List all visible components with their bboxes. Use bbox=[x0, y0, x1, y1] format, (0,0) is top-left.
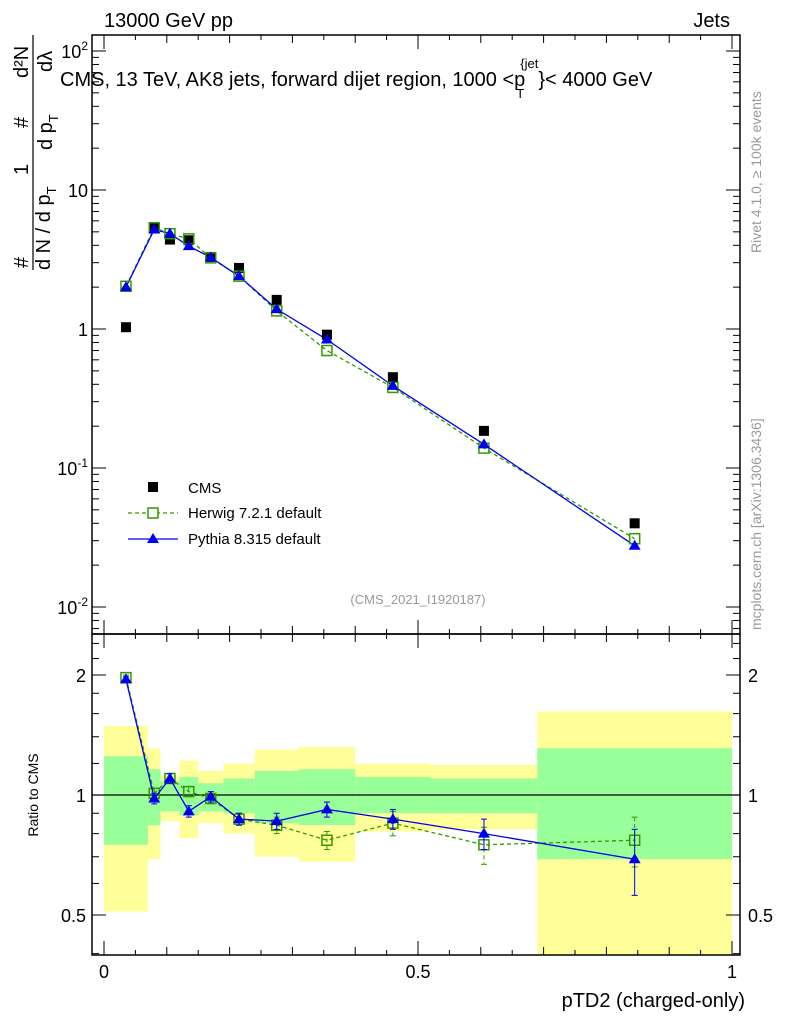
ratio-y-tick-label-right: 1 bbox=[748, 786, 758, 806]
ratio-y-tick-label: 2 bbox=[76, 666, 86, 686]
pythia-point bbox=[204, 251, 217, 262]
ratio-point-herwig bbox=[183, 785, 195, 798]
ratio-point-pythia bbox=[386, 813, 399, 824]
ratio-point-herwig bbox=[321, 834, 333, 846]
pythia-point bbox=[477, 438, 490, 449]
pythia-point bbox=[182, 240, 195, 251]
ratio-point-pythia bbox=[233, 813, 246, 824]
y-tick-label: 10-2 bbox=[57, 595, 88, 618]
cms-point bbox=[478, 425, 489, 436]
ratio-point-pythia bbox=[182, 805, 195, 816]
data-marks bbox=[119, 222, 641, 896]
y-tick-label: 10 bbox=[68, 181, 88, 201]
ratio-point-pythia bbox=[320, 803, 333, 814]
cms-point bbox=[164, 234, 175, 245]
x-tick-label: 0 bbox=[99, 962, 109, 982]
legend-herwig-label: Herwig 7.2.1 default bbox=[188, 505, 322, 522]
axes: 0 0.5 1 10-2 10-1 1 10 102 0.5 0.5 1 1 2 2 bbox=[57, 34, 773, 982]
ylabel-d2n: d²N bbox=[11, 46, 33, 78]
ylabel-hash2: # bbox=[11, 116, 33, 128]
plot-title: CMS, 13 TeV, AK8 jets, forward dijet reg… bbox=[60, 56, 653, 101]
ylabel-hash: # bbox=[11, 256, 33, 268]
x-tick-label: 0.5 bbox=[405, 962, 430, 982]
ratio-point-pythia bbox=[270, 815, 283, 826]
ratio-ylabel: Ratio to CMS bbox=[25, 753, 41, 836]
legend: CMS Herwig 7.2.1 default Pythia 8.315 de… bbox=[128, 480, 322, 548]
pythia-point bbox=[628, 539, 641, 550]
ratio-y-tick-label-right: 0.5 bbox=[748, 906, 773, 926]
x-axis-label: pTD2 (charged-only) bbox=[562, 990, 745, 1012]
ratio-point-pythia bbox=[148, 792, 161, 803]
y-axis-label-top: 1 d N / d pT # d pT dλ d²N # bbox=[11, 35, 61, 270]
pythia-point bbox=[270, 303, 283, 314]
y-tick-label: 10-1 bbox=[57, 456, 88, 479]
pythia-point bbox=[119, 281, 132, 292]
pythia-point bbox=[233, 270, 246, 281]
ylabel-dpt: d pT bbox=[35, 114, 61, 150]
ratio-point-pythia bbox=[477, 827, 490, 838]
cms-point bbox=[387, 372, 398, 383]
watermark: (CMS_2021_I1920187) bbox=[350, 592, 485, 607]
cms-point bbox=[271, 294, 282, 305]
ratio-y-tick-label-right: 2 bbox=[748, 666, 758, 686]
legend-pythia-label: Pythia 8.315 default bbox=[188, 531, 321, 548]
ratio-y-tick-label: 0.5 bbox=[61, 906, 86, 926]
ylabel-den: d N / d pT bbox=[33, 186, 59, 270]
rivet-label: Rivet 4.1.0, ≥ 100k events bbox=[748, 91, 764, 253]
band-inner-bin bbox=[223, 778, 255, 814]
legend-cms-label: CMS bbox=[188, 480, 221, 497]
header-right: Jets bbox=[693, 10, 730, 32]
top-line-pythia bbox=[125, 228, 636, 547]
header-left: 13000 GeV pp bbox=[104, 10, 233, 32]
pythia-point bbox=[386, 379, 399, 390]
ratio-point-pythia bbox=[204, 790, 217, 801]
pythia-point bbox=[163, 227, 176, 238]
herwig-point bbox=[321, 344, 333, 357]
ratio-point-pythia bbox=[628, 853, 641, 864]
band-inner-bin bbox=[160, 781, 180, 812]
cms-point bbox=[234, 262, 245, 273]
band-inner-bin bbox=[104, 756, 148, 845]
y-tick-label: 1 bbox=[78, 320, 88, 340]
y-tick-label: 102 bbox=[61, 39, 88, 62]
cms-point bbox=[120, 322, 131, 333]
ylabel-dlambda: dλ bbox=[35, 51, 57, 72]
cms-point bbox=[629, 518, 640, 529]
legend-pythia-marker bbox=[147, 533, 159, 543]
x-tick-label: 1 bbox=[727, 962, 737, 982]
ylabel-num: 1 bbox=[11, 164, 33, 175]
mcplots-label: mcplots.cern.ch [arXiv:1306.3436] bbox=[748, 418, 764, 630]
legend-herwig-marker bbox=[147, 507, 159, 519]
legend-cms-marker bbox=[148, 482, 158, 492]
ratio-point-pythia bbox=[119, 673, 132, 684]
ratio-point-pythia bbox=[163, 772, 176, 783]
ratio-y-tick-label: 1 bbox=[76, 786, 86, 806]
band-inner-bin bbox=[430, 778, 538, 814]
pythia-point bbox=[320, 333, 333, 344]
pythia-point bbox=[148, 223, 161, 234]
uncertainty-bands bbox=[104, 711, 732, 955]
